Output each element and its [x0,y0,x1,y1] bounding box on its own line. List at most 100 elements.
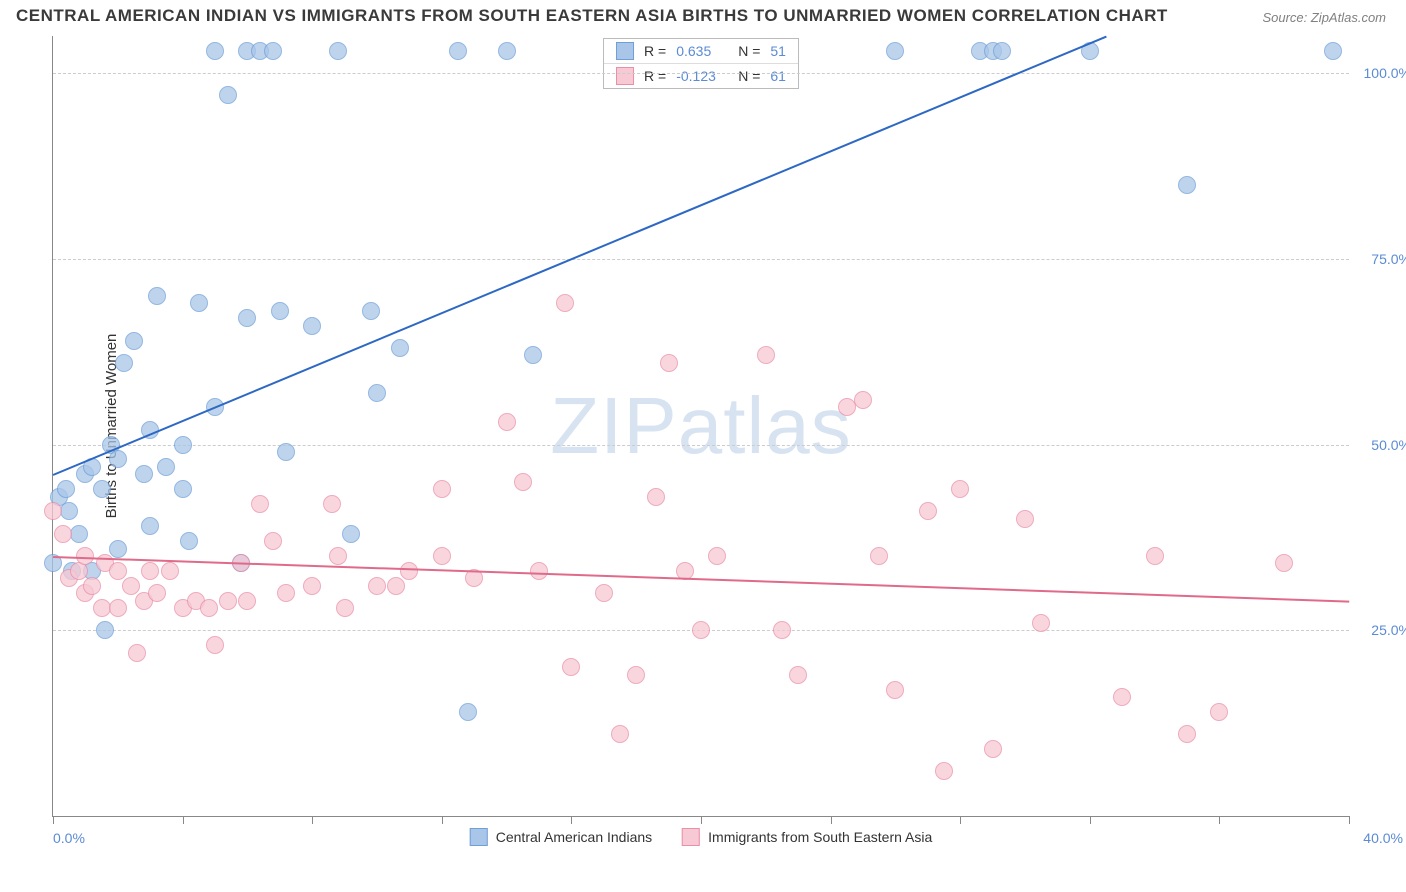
data-point [854,391,872,409]
data-point [524,346,542,364]
r-value: 0.635 [676,43,728,59]
series-legend-item: Central American Indians [470,828,652,846]
data-point [115,354,133,372]
data-point [174,480,192,498]
data-point [161,562,179,580]
trend-line [53,36,1107,476]
data-point [984,740,1002,758]
data-point [83,577,101,595]
data-point [1178,725,1196,743]
data-point [271,302,289,320]
data-point [70,525,88,543]
data-point [44,502,62,520]
data-point [277,443,295,461]
data-point [141,562,159,580]
chart-title: CENTRAL AMERICAN INDIAN VS IMMIGRANTS FR… [16,6,1168,26]
data-point [433,547,451,565]
data-point [692,621,710,639]
r-label: R = [644,43,666,59]
data-point [264,42,282,60]
data-point [128,644,146,662]
data-point [329,547,347,565]
data-point [219,592,237,610]
legend-swatch-icon [616,42,634,60]
data-point [627,666,645,684]
data-point [562,658,580,676]
y-tick-label: 25.0% [1371,622,1406,638]
data-point [125,332,143,350]
data-point [122,577,140,595]
data-point [238,309,256,327]
data-point [336,599,354,617]
source-attribution: Source: ZipAtlas.com [1262,10,1386,25]
data-point [277,584,295,602]
data-point [993,42,1011,60]
n-label: N = [738,68,760,84]
data-point [886,42,904,60]
data-point [206,636,224,654]
data-point [368,384,386,402]
data-point [200,599,218,617]
gridline [53,259,1349,260]
n-value: 61 [770,68,786,84]
data-point [498,413,516,431]
data-point [180,532,198,550]
y-tick-label: 100.0% [1364,65,1406,81]
legend-swatch-icon [470,828,488,846]
data-point [387,577,405,595]
data-point [647,488,665,506]
data-point [219,86,237,104]
legend-swatch-icon [616,67,634,85]
data-point [1016,510,1034,528]
data-point [530,562,548,580]
y-tick-label: 50.0% [1371,437,1406,453]
data-point [391,339,409,357]
series-legend-item: Immigrants from South Eastern Asia [682,828,932,846]
data-point [54,525,72,543]
data-point [57,480,75,498]
data-point [433,480,451,498]
data-point [870,547,888,565]
data-point [60,502,78,520]
watermark: ZIPatlas [550,380,851,472]
data-point [1324,42,1342,60]
data-point [1146,547,1164,565]
x-tick [442,816,443,824]
correlation-legend-row: R = -0.123 N = 61 [604,63,798,88]
data-point [1032,614,1050,632]
x-tick [1219,816,1220,824]
data-point [660,354,678,372]
data-point [459,703,477,721]
x-tick [831,816,832,824]
data-point [1113,688,1131,706]
watermark-text: ZIP [550,381,677,470]
y-tick-label: 75.0% [1371,251,1406,267]
scatter-plot: ZIPatlas Births to Unmarried Women 0.0% … [52,36,1349,817]
data-point [109,599,127,617]
data-point [135,465,153,483]
data-point [109,450,127,468]
data-point [109,540,127,558]
series-legend-label: Central American Indians [496,829,652,845]
data-point [514,473,532,491]
data-point [362,302,380,320]
data-point [174,436,192,454]
data-point [109,562,127,580]
data-point [190,294,208,312]
data-point [595,584,613,602]
x-tick [312,816,313,824]
x-tick [701,816,702,824]
data-point [789,666,807,684]
data-point [773,621,791,639]
correlation-legend-row: R = 0.635 N = 51 [604,39,798,63]
legend-swatch-icon [682,828,700,846]
data-point [400,562,418,580]
x-tick [960,816,961,824]
data-point [93,480,111,498]
gridline [53,445,1349,446]
correlation-legend: R = 0.635 N = 51 R = -0.123 N = 61 [603,38,799,89]
data-point [238,592,256,610]
data-point [329,42,347,60]
data-point [951,480,969,498]
data-point [251,495,269,513]
